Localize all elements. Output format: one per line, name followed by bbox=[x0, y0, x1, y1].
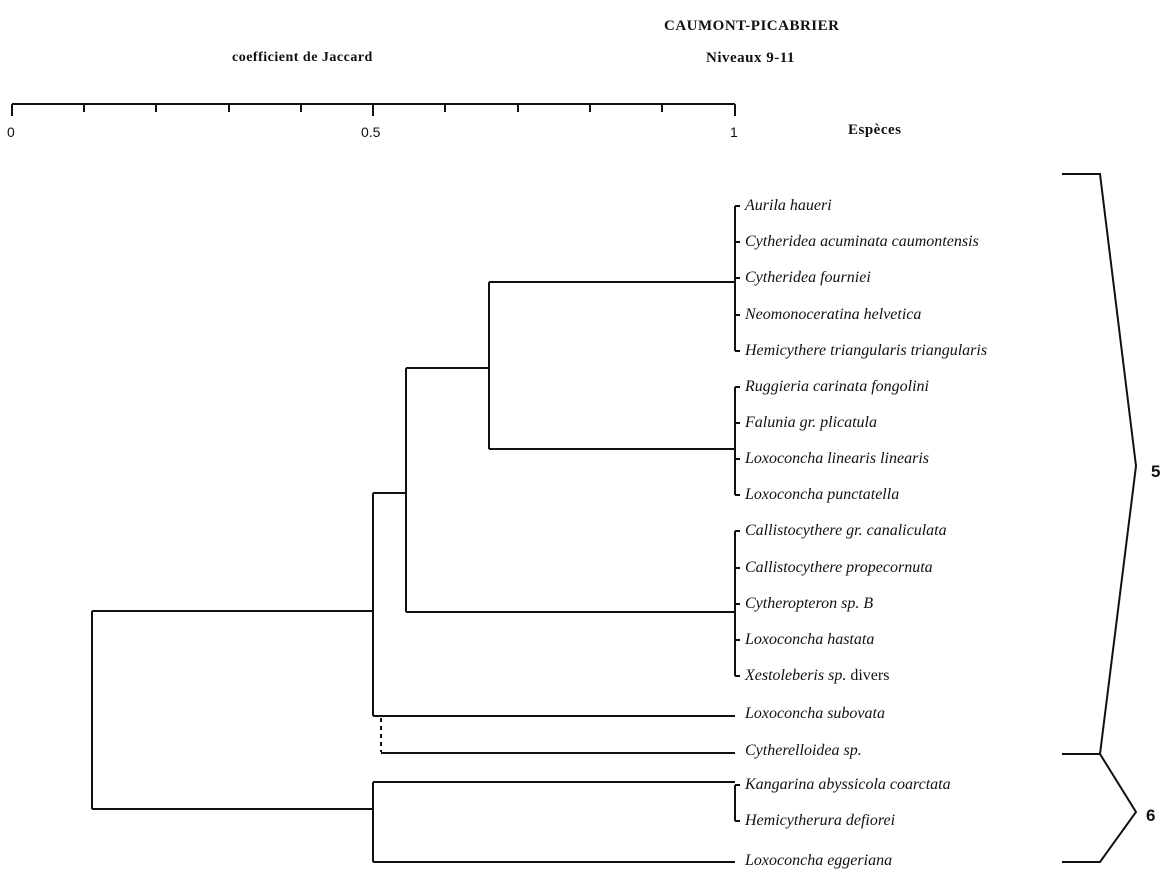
species-label: Kangarina abyssicola coarctata bbox=[745, 776, 951, 793]
cluster-bracket bbox=[734, 205, 740, 352]
species-label: Loxoconcha hastata bbox=[745, 631, 875, 648]
species-label: Cytherelloidea sp. bbox=[745, 742, 862, 759]
species-label: Cytheropteron sp. B bbox=[745, 595, 874, 612]
cluster-bracket bbox=[734, 530, 740, 677]
species-label: Callistocythere gr. canaliculata bbox=[745, 522, 947, 539]
group-label-6: 6 bbox=[1146, 806, 1156, 825]
species-label: Loxoconcha eggeriana bbox=[745, 852, 893, 869]
species-label: Cytheridea acuminata caumontensis bbox=[745, 233, 979, 250]
species-heading: Espèces bbox=[848, 122, 902, 138]
species-label: Loxoconcha linearis linearis bbox=[745, 450, 929, 467]
cluster-bracket bbox=[734, 386, 740, 496]
species-label: Xestoleberis sp. divers bbox=[745, 667, 890, 684]
species-label: Cytheridea fourniei bbox=[745, 269, 871, 286]
species-label: Hemicythere triangularis triangularis bbox=[745, 342, 988, 359]
axis-title: coefficient de Jaccard bbox=[232, 50, 373, 65]
species-label: Neomonoceratina helvetica bbox=[745, 306, 922, 323]
scale-axis bbox=[11, 103, 736, 116]
tick-label-1: 1 bbox=[730, 124, 738, 140]
group-label-5: 5 bbox=[1151, 462, 1161, 481]
levels-label: Niveaux 9-11 bbox=[706, 50, 795, 66]
species-label: Hemicytherura defiorei bbox=[745, 812, 896, 829]
site-title: CAUMONT-PICABRIER bbox=[664, 18, 840, 34]
species-label: Loxoconcha subovata bbox=[745, 705, 885, 722]
tick-label-0: 0 bbox=[7, 124, 15, 140]
species-label: Callistocythere propecornuta bbox=[745, 559, 933, 576]
species-label: Ruggieria carinata fongolini bbox=[745, 378, 929, 395]
species-label: Loxoconcha punctatella bbox=[745, 486, 900, 503]
species-label: Falunia gr. plicatula bbox=[745, 414, 877, 431]
group-brace-6 bbox=[1062, 753, 1138, 863]
group-brace-5 bbox=[1062, 173, 1138, 755]
tick-label-0-5: 0.5 bbox=[361, 124, 381, 140]
cluster-bracket bbox=[734, 784, 740, 822]
species-label: Aurila haueri bbox=[745, 197, 832, 214]
dendrogram-branches bbox=[91, 281, 735, 863]
